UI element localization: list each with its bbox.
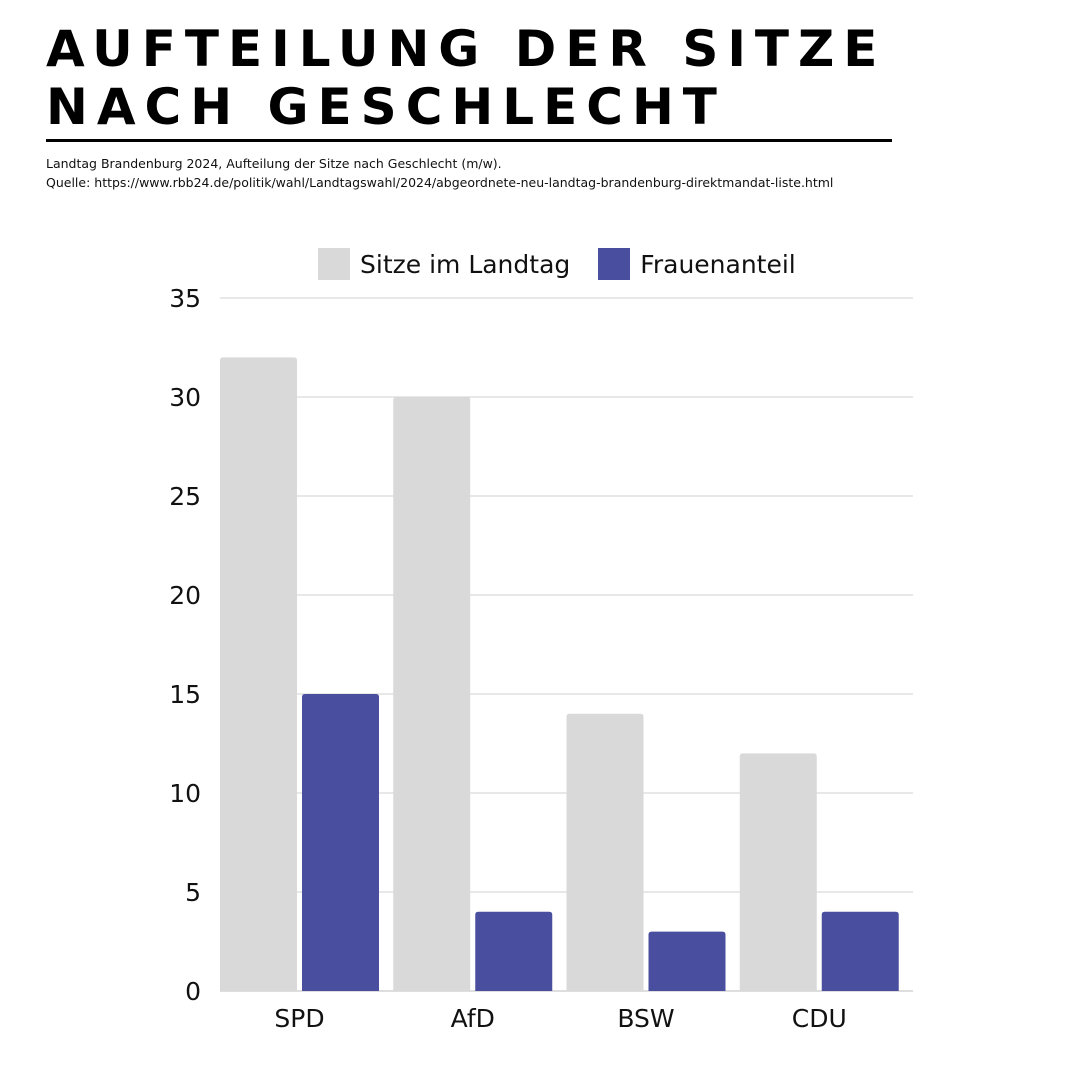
x-tick-label-cdu: CDU	[792, 1004, 847, 1033]
y-tick-label-20: 20	[169, 581, 201, 610]
chart-caption: Landtag Brandenburg 2024, Aufteilung der…	[46, 154, 833, 192]
legend-swatch-seats	[318, 248, 350, 280]
legend-swatch-women	[598, 248, 631, 280]
legend-item-women: Frauenanteil	[598, 248, 796, 280]
y-tick-label-35: 35	[169, 284, 201, 313]
bar-cdu-seats	[739, 753, 817, 991]
caption-description: Landtag Brandenburg 2024, Aufteilung der…	[46, 156, 502, 171]
bar-spd-women	[302, 694, 379, 991]
x-tick-label-afd: AfD	[451, 1004, 495, 1033]
bar-bsw-women	[648, 931, 726, 991]
legend-label-seats: Sitze im Landtag	[360, 249, 571, 279]
y-tick-label-5: 5	[185, 878, 201, 907]
title-divider	[46, 139, 892, 142]
bar-afd-seats	[393, 397, 471, 991]
title-line-1: AUFTEILUNG DER SITZE	[46, 20, 887, 78]
y-tick-label-25: 25	[169, 482, 201, 511]
x-tick-label-bsw: BSW	[617, 1004, 674, 1033]
bar-spd-seats	[220, 357, 297, 991]
bar-afd-women	[475, 911, 553, 991]
title-line-2: NACH GESCHLECHT	[46, 78, 726, 136]
y-tick-label-30: 30	[169, 383, 201, 412]
legend-item-seats: Sitze im Landtag	[318, 248, 570, 280]
page-title: AUFTEILUNG DER SITZE NACH GESCHLECHT	[46, 20, 896, 136]
caption-source: Quelle: https://www.rbb24.de/politik/wah…	[46, 175, 834, 190]
y-tick-label-10: 10	[169, 779, 201, 808]
y-tick-label-0: 0	[185, 977, 201, 1006]
bar-cdu-women	[821, 911, 899, 991]
chart-legend: Sitze im Landtag Frauenanteil	[318, 246, 824, 282]
bar-bsw-seats	[566, 713, 644, 991]
x-tick-label-spd: SPD	[274, 1004, 324, 1033]
y-tick-label-15: 15	[169, 680, 201, 709]
legend-label-women: Frauenanteil	[640, 249, 796, 279]
